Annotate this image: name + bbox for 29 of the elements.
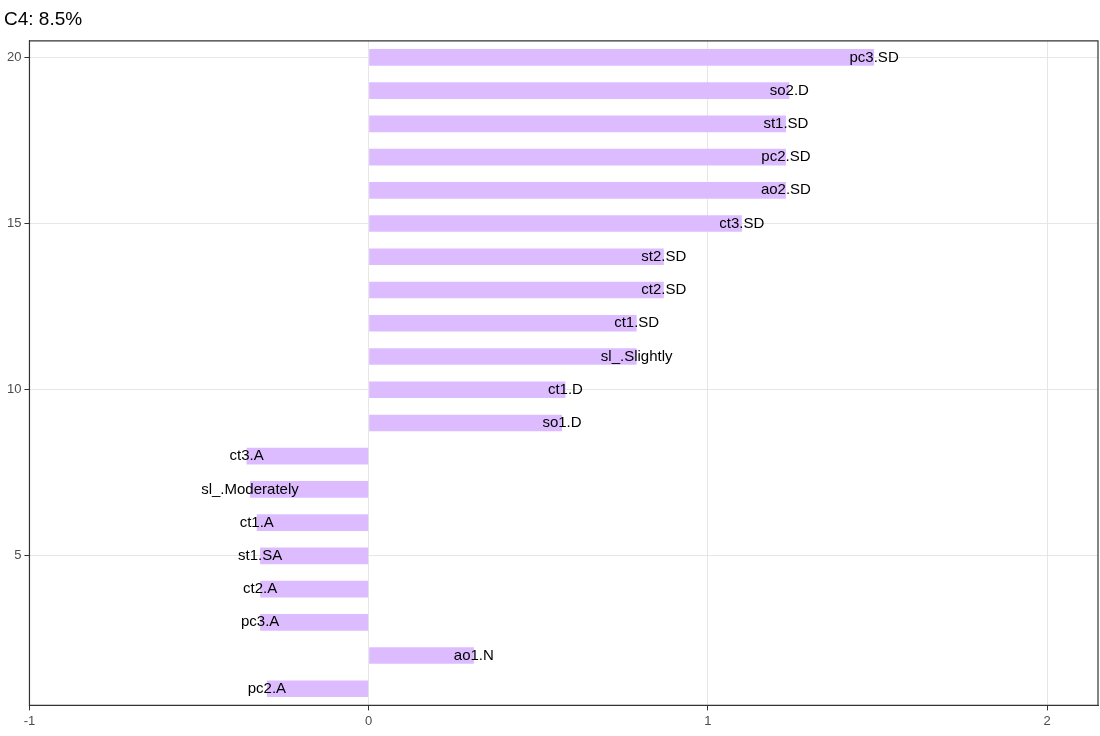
data-label: st1.SA: [238, 546, 283, 564]
x-tick-label: -1: [23, 712, 36, 728]
data-label: sl_.Moderately: [201, 479, 300, 497]
y-tick-label: 20: [6, 48, 22, 64]
data-label: st1.SD: [763, 114, 809, 132]
data-label: pc3.SD: [849, 47, 899, 65]
data-label: pc2.A: [247, 678, 287, 696]
data-label: ao2.SD: [760, 180, 812, 198]
data-label: ct1.D: [547, 379, 584, 397]
data-label: ct1.A: [239, 512, 274, 530]
y-tick-label: 5: [14, 547, 22, 563]
data-label: ao1.N: [453, 645, 494, 663]
data-label: ct1.SD: [614, 313, 660, 331]
x-tick-label: 1: [704, 712, 712, 728]
data-label: st2.SD: [641, 246, 687, 264]
data-label: ct3.A: [229, 446, 264, 464]
data-label: ct2.A: [243, 579, 278, 597]
x-tick-label: 0: [365, 712, 373, 728]
data-label: so2.D: [769, 80, 810, 98]
data-label: ct2.SD: [641, 280, 687, 298]
data-label: pc3.A: [240, 612, 280, 630]
x-tick-label: 2: [1043, 712, 1051, 728]
chart-title: C4: 8.5%: [4, 7, 83, 29]
data-label: so1.D: [542, 413, 582, 431]
y-tick-label: 15: [6, 215, 22, 231]
data-label: sl_.Slightly: [600, 346, 674, 364]
data-label: pc2.SD: [761, 147, 811, 165]
data-label: ct3.SD: [719, 213, 765, 231]
y-tick-label: 10: [6, 381, 22, 397]
